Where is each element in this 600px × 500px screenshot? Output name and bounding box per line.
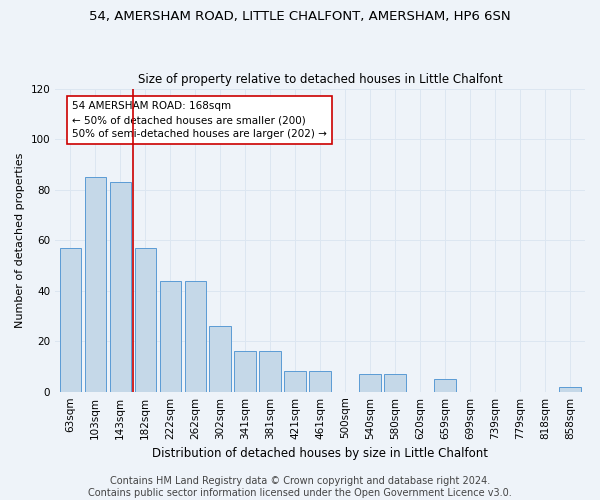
Bar (134, 248, 156, 392)
Y-axis label: Number of detached properties: Number of detached properties (15, 152, 25, 328)
Bar (235, 352, 256, 392)
Text: 54, AMERSHAM ROAD, LITTLE CHALFONT, AMERSHAM, HP6 6SN: 54, AMERSHAM ROAD, LITTLE CHALFONT, AMER… (89, 10, 511, 23)
Bar (160, 280, 181, 392)
Bar (185, 280, 206, 392)
Bar (434, 379, 455, 392)
Bar (284, 372, 306, 392)
Bar (359, 374, 380, 392)
Bar (385, 374, 406, 392)
Text: 54 AMERSHAM ROAD: 168sqm
← 50% of detached houses are smaller (200)
50% of semi-: 54 AMERSHAM ROAD: 168sqm ← 50% of detach… (72, 101, 327, 139)
Bar (59, 248, 81, 392)
Bar (85, 177, 106, 392)
X-axis label: Distribution of detached houses by size in Little Chalfont: Distribution of detached houses by size … (152, 447, 488, 460)
Bar (209, 326, 231, 392)
Title: Size of property relative to detached houses in Little Chalfont: Size of property relative to detached ho… (138, 73, 502, 86)
Bar (110, 182, 131, 392)
Text: Contains HM Land Registry data © Crown copyright and database right 2024.
Contai: Contains HM Land Registry data © Crown c… (88, 476, 512, 498)
Bar (310, 372, 331, 392)
Bar (559, 386, 581, 392)
Bar (259, 352, 281, 392)
